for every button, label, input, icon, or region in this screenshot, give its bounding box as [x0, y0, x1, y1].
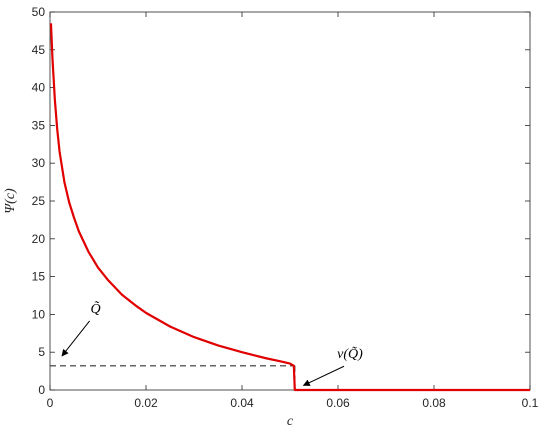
- plot-area: [49, 11, 531, 391]
- annotation-arrow: [302, 365, 345, 386]
- x-tick-label: 0.1: [522, 396, 539, 410]
- x-tick-label: 0: [47, 396, 54, 410]
- y-tick-label: 35: [32, 118, 46, 132]
- y-tick-label: 15: [32, 270, 46, 284]
- y-tick-label: 5: [38, 345, 45, 359]
- y-tick-label: 25: [32, 194, 46, 208]
- y-tick-label: 10: [32, 307, 46, 321]
- y-axis-label: Ψ(c): [3, 188, 18, 214]
- y-tick-label: 50: [32, 5, 46, 19]
- series: [49, 23, 530, 392]
- annotation-label: ν(Q̃): [337, 346, 363, 362]
- annotations: Q̃ ν(Q̃): [61, 300, 363, 386]
- annotation-arrow: [61, 320, 90, 357]
- x-tick-label: 0.04: [230, 396, 254, 410]
- y-tick-label: 30: [32, 156, 46, 170]
- x-tick-label: 0.08: [422, 396, 446, 410]
- x-tick-labels: 0 0.02 0.04 0.06 0.08 0.1: [47, 396, 539, 410]
- annotation-label: Q̃: [91, 300, 101, 316]
- y-tick-label: 40: [32, 81, 46, 95]
- y-tick-labels: 0 5 10 15 20 25 30 35 40 45 50: [32, 5, 46, 397]
- y-tick-label: 0: [38, 383, 45, 397]
- y-tick-label: 20: [32, 232, 46, 246]
- x-tick-label: 0.02: [134, 396, 158, 410]
- y-tick-label: 45: [32, 43, 46, 57]
- x-axis-label: c: [287, 414, 294, 429]
- series-line: [49, 23, 530, 392]
- x-tick-label: 0.06: [326, 396, 350, 410]
